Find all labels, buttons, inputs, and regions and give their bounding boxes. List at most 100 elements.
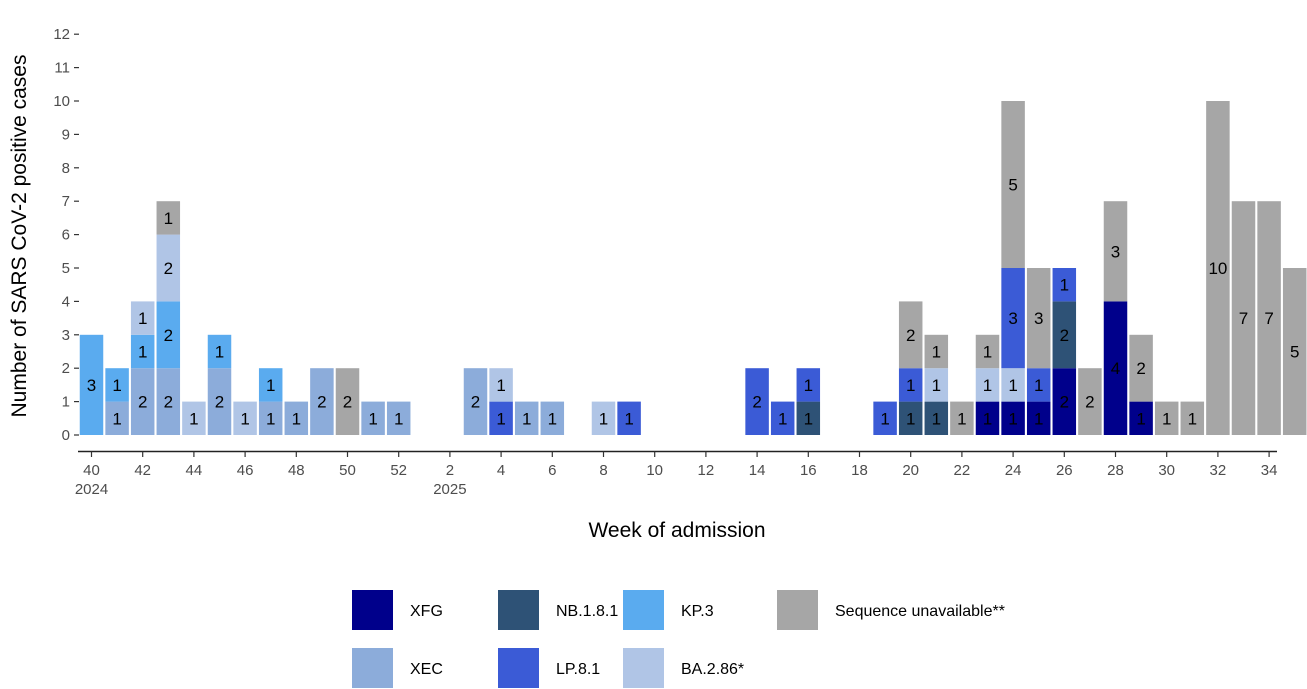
legend-label-xec: XEC	[410, 661, 443, 678]
bar-segment-ba286	[591, 401, 616, 435]
legend-swatch-lp81	[498, 648, 539, 688]
bar-segment-xfg	[1026, 401, 1051, 435]
bar-value-label: 1	[189, 409, 198, 428]
y-tick-label: 4	[62, 293, 70, 310]
bar-segment-lp81	[796, 368, 821, 402]
bar-segment-lp81	[1026, 368, 1051, 402]
bar-segment-lp81	[873, 401, 897, 435]
bar-segment-unavail	[1001, 101, 1025, 268]
bar-value-label: 1	[1136, 409, 1145, 428]
bar-value-label: 5	[1008, 176, 1017, 195]
bar-segment-xec	[284, 401, 309, 435]
bar-segment-ba286	[130, 301, 155, 335]
bar-segment-lp81	[745, 368, 769, 435]
x-tick-label: 14	[749, 462, 766, 479]
x-tick-label: 20	[902, 462, 919, 479]
bar-value-label: 2	[471, 393, 480, 412]
bar-segment-kp3	[258, 368, 283, 402]
bar-segment-nb181	[1052, 301, 1077, 369]
bar-value-label: 1	[138, 343, 147, 362]
y-tick-label: 10	[53, 93, 70, 110]
legend: XFG NB.1.8.1 KP.3 Sequence unavailable** XEC…	[352, 590, 1005, 688]
bar-segment-lp81	[898, 368, 923, 402]
bar-segment-xec	[310, 368, 334, 435]
bar-segment-unavail	[924, 334, 949, 369]
legend-swatch-kp3	[623, 590, 664, 630]
y-tick-label: 11	[54, 60, 70, 77]
bar-value-label: 1	[496, 376, 505, 395]
bar-segment-xec	[386, 401, 411, 435]
bar-segment-unavail	[1103, 201, 1128, 302]
bar-value-label: 1	[1034, 376, 1043, 395]
bar-value-label: 1	[983, 409, 992, 428]
x-tick-year-label: 2025	[433, 481, 466, 498]
bar-segment-xec	[361, 401, 385, 435]
bar-value-label: 1	[906, 376, 915, 395]
bar-value-label: 3	[1034, 309, 1043, 328]
legend-label-nb181: NB.1.8.1	[556, 603, 618, 620]
bar-segment-unavail	[335, 368, 360, 435]
x-tick-label: 52	[390, 462, 407, 479]
bar-segment-kp3	[79, 334, 104, 435]
bar-value-label: 1	[932, 376, 941, 395]
bar-segment-xec	[463, 368, 488, 435]
y-axis-title: Number of SARS CoV-2 positive cases	[8, 55, 31, 418]
bar-value-label: 1	[957, 409, 966, 428]
x-axis-title: Week of admission	[588, 519, 765, 542]
bar-value-label: 3	[1008, 309, 1017, 328]
bar-segment-ba286	[1001, 368, 1025, 402]
x-tick-label: 4	[497, 462, 505, 479]
legend-swatch-unavail	[777, 590, 818, 630]
legend-label-xfg: XFG	[410, 603, 443, 620]
bar-segment-unavail	[950, 401, 974, 435]
bar-segment-ba286	[489, 368, 513, 402]
x-tick-label: 10	[646, 462, 663, 479]
bar-value-label: 1	[1188, 409, 1197, 428]
bar-value-label: 7	[1239, 309, 1248, 328]
bar-segment-ba286	[156, 234, 181, 302]
bar-segment-unavail	[1180, 401, 1205, 435]
bar-segment-xec	[105, 401, 129, 435]
bar-value-label: 2	[164, 326, 173, 345]
bar-value-label: 1	[599, 409, 608, 428]
bar-value-label: 1	[548, 409, 557, 428]
x-tick-label: 8	[599, 462, 607, 479]
legend-swatch-xec	[352, 648, 393, 688]
bar-value-label: 1	[804, 409, 813, 428]
y-tick-label: 9	[62, 126, 70, 143]
bar-value-label: 1	[1034, 409, 1043, 428]
bar-value-label: 1	[215, 343, 224, 362]
bar-value-label: 1	[112, 409, 121, 428]
x-tick-label: 46	[237, 462, 254, 479]
x-tick-label: 44	[186, 462, 203, 479]
bar-segment-ba286	[182, 401, 206, 435]
bar-value-label: 2	[343, 393, 352, 412]
bar-segment-unavail	[975, 334, 1000, 369]
x-tick-label: 30	[1158, 462, 1175, 479]
bar-value-label: 2	[1060, 326, 1069, 345]
x-tick-label: 2	[446, 462, 454, 479]
legend-swatch-nb181	[498, 590, 539, 630]
bar-segment-unavail	[1078, 368, 1102, 435]
bar-segment-xfg	[1129, 401, 1153, 435]
bar-value-label: 1	[932, 409, 941, 428]
x-tick-year-label: 2024	[75, 481, 108, 498]
x-tick-label: 34	[1261, 462, 1278, 479]
bar-segment-kp3	[130, 334, 155, 369]
bar-value-label: 1	[292, 409, 301, 428]
bar-segment-kp3	[207, 334, 232, 369]
bar-segment-kp3	[105, 368, 129, 402]
bar-value-label: 2	[215, 393, 224, 412]
bar-value-label: 10	[1208, 259, 1227, 278]
bar-value-label: 2	[164, 393, 173, 412]
bar-segment-lp81	[1052, 268, 1077, 302]
bar-value-label: 1	[266, 409, 275, 428]
legend-label-lp81: LP.8.1	[556, 661, 600, 678]
legend-label-kp3: KP.3	[681, 603, 714, 620]
bar-value-label: 1	[266, 376, 275, 395]
x-tick-label: 48	[288, 462, 305, 479]
legend-label-unavail: Sequence unavailable**	[835, 603, 1005, 620]
legend-swatch-xfg	[352, 590, 393, 630]
